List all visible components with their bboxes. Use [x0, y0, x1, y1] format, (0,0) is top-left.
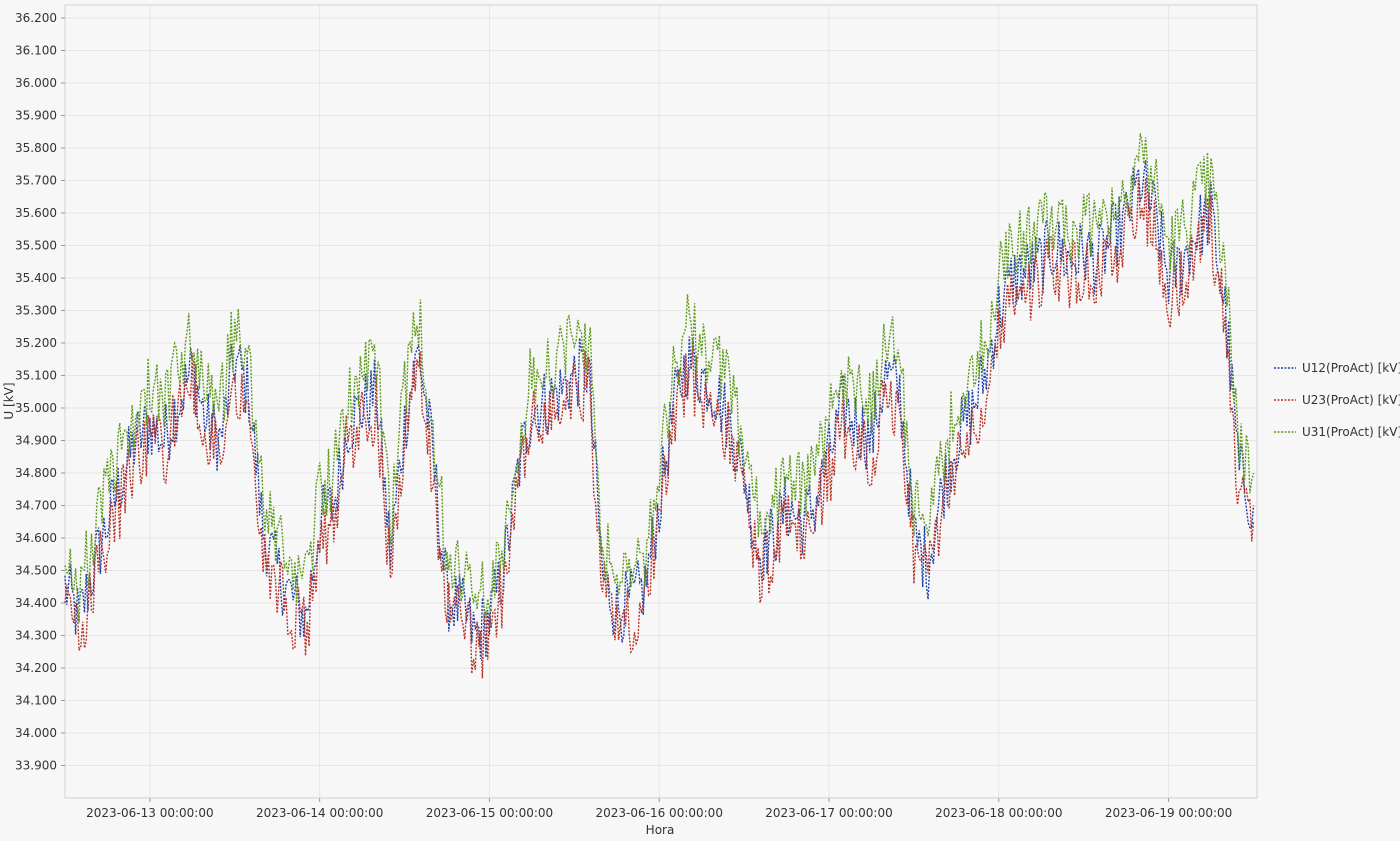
- legend-label: U23(ProAct) [kV]: [1302, 393, 1400, 407]
- y-tick-label: 34.800: [15, 466, 57, 480]
- legend-label: U31(ProAct) [kV]: [1302, 425, 1400, 439]
- y-tick-label: 35.600: [15, 206, 57, 220]
- x-axis-title: Hora: [646, 823, 675, 837]
- x-tick-label: 2023-06-15 00:00:00: [426, 806, 553, 820]
- y-tick-label: 34.900: [15, 434, 57, 448]
- y-tick-label: 34.200: [15, 661, 57, 675]
- y-tick-label: 34.700: [15, 499, 57, 513]
- plot-area: [64, 4, 1258, 799]
- y-axis: 33.900 34.000 34.100 34.200 34.300 34.400 34.5…: [15, 11, 65, 773]
- series-line-1: [64, 160, 1255, 660]
- y-tick-label: 35.300: [15, 304, 57, 318]
- series-lines: [64, 133, 1255, 679]
- x-tick-label: 2023-06-18 00:00:00: [935, 806, 1062, 820]
- legend: U12(ProAct) [kV] U23(ProAct) [kV] U31(ProA…: [1274, 361, 1400, 439]
- x-tick-label: 2023-06-14 00:00:00: [256, 806, 383, 820]
- y-tick-label: 34.400: [15, 596, 57, 610]
- y-tick-label: 34.000: [15, 726, 57, 740]
- y-tick-label: 35.700: [15, 174, 57, 188]
- y-tick-label: 35.900: [15, 109, 57, 123]
- y-tick-label: 35.800: [15, 141, 57, 155]
- y-axis-title: U [kV]: [2, 382, 16, 419]
- y-tick-label: 34.100: [15, 694, 57, 708]
- y-tick-label: 35.100: [15, 369, 57, 383]
- y-tick-label: 35.400: [15, 271, 57, 285]
- x-tick-label: 2023-06-13 00:00:00: [86, 806, 213, 820]
- series-line-3: [64, 133, 1255, 623]
- y-tick-label: 35.200: [15, 336, 57, 350]
- y-tick-label: 36.100: [15, 44, 57, 58]
- y-tick-label: 34.600: [15, 531, 57, 545]
- y-tick-label: 34.300: [15, 629, 57, 643]
- y-tick-label: 36.200: [15, 11, 57, 25]
- x-tick-label: 2023-06-19 00:00:00: [1105, 806, 1232, 820]
- series-line-2: [64, 177, 1255, 679]
- x-axis: 2023-06-13 00:00:00 2023-06-14 00:00:00 20…: [86, 798, 1232, 820]
- y-tick-label: 33.900: [15, 759, 57, 773]
- y-tick-label: 35.500: [15, 239, 57, 253]
- legend-label: U12(ProAct) [kV]: [1302, 361, 1400, 375]
- y-tick-label: 35.000: [15, 401, 57, 415]
- x-tick-label: 2023-06-16 00:00:00: [596, 806, 723, 820]
- x-tick-label: 2023-06-17 00:00:00: [765, 806, 892, 820]
- y-tick-label: 34.500: [15, 564, 57, 578]
- y-tick-label: 36.000: [15, 76, 57, 90]
